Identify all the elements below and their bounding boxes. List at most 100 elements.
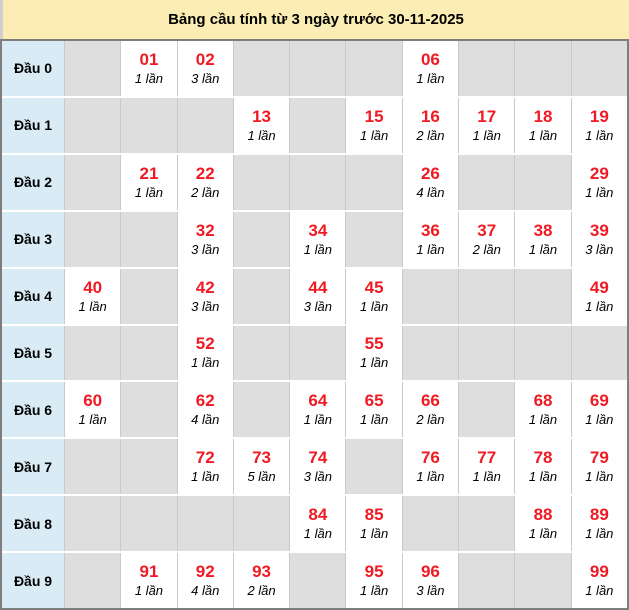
number-cell: 78 1 lần xyxy=(514,439,571,495)
number-cell: 55 1 lần xyxy=(345,325,402,381)
cell-count: 1 lần xyxy=(360,526,389,542)
number-cell: 89 1 lần xyxy=(570,496,627,552)
cell-number: 45 xyxy=(364,277,384,297)
cell-number: 76 xyxy=(420,448,440,468)
cell-number: 92 xyxy=(195,562,215,582)
cell-count: 1 lần xyxy=(303,526,332,542)
cell-number: 49 xyxy=(589,277,609,297)
cell-number: 66 xyxy=(420,391,440,411)
cell-number: 39 xyxy=(589,220,609,240)
number-cell: 37 2 lần xyxy=(458,211,515,267)
empty-cell xyxy=(458,41,515,96)
cell-count: 1 lần xyxy=(191,355,220,371)
cell-count: 3 lần xyxy=(191,70,220,86)
empty-cell xyxy=(232,41,290,96)
cell-number: 93 xyxy=(252,562,271,582)
number-cell: 22 2 lần xyxy=(176,154,233,210)
row-label: Đầu 8 xyxy=(2,496,64,552)
cell-count: 3 lần xyxy=(303,469,332,485)
empty-cell xyxy=(64,325,121,381)
empty-cell xyxy=(232,268,290,324)
empty-cell xyxy=(458,325,515,381)
table-row: Đầu 3 32 3 lần 34 1 lần 36 1 lần 37 2 lần 38 1 lần… xyxy=(2,209,627,267)
number-cell: 01 1 lần xyxy=(120,41,177,96)
empty-cell xyxy=(176,97,233,153)
empty-cell xyxy=(232,496,290,552)
cell-number: 84 xyxy=(308,505,328,525)
number-cell: 40 1 lần xyxy=(64,268,121,324)
cell-count: 1 lần xyxy=(528,127,558,143)
number-cell: 34 1 lần xyxy=(289,211,346,267)
number-cell: 06 1 lần xyxy=(401,41,459,96)
empty-cell xyxy=(64,97,121,153)
cell-number: 85 xyxy=(364,505,384,525)
cell-count: 1 lần xyxy=(78,298,107,314)
cell-count: 1 lần xyxy=(191,469,220,485)
empty-cell xyxy=(176,496,233,552)
number-cell: 77 1 lần xyxy=(458,439,515,495)
cell-count: 5 lần xyxy=(247,469,276,485)
cell-number: 18 xyxy=(533,106,553,126)
number-cell: 99 1 lần xyxy=(570,553,627,609)
cell-number: 32 xyxy=(195,220,215,240)
empty-cell xyxy=(232,211,290,267)
empty-cell xyxy=(120,97,177,153)
table-row: Đầu 9 91 1 lần 92 4 lần 93 2 lần 95 1 lần 96 3 lần… xyxy=(2,551,627,609)
cell-count: 1 lần xyxy=(585,583,614,599)
cell-count: 1 lần xyxy=(360,583,389,599)
cell-number: 68 xyxy=(533,391,553,411)
cell-count: 2 lần xyxy=(416,412,445,428)
cell-number: 95 xyxy=(364,562,384,582)
empty-cell xyxy=(458,382,515,438)
cell-count: 3 lần xyxy=(191,241,220,257)
number-cell: 36 1 lần xyxy=(401,211,459,267)
empty-cell xyxy=(458,553,515,609)
empty-cell xyxy=(514,553,571,609)
cell-number: 06 xyxy=(420,49,440,69)
cell-count: 1 lần xyxy=(528,412,558,428)
empty-cell xyxy=(64,41,121,96)
board: Đầu 0 01 1 lần 02 3 lần 06 1 lần Đầu 1 13 1 lần 15… xyxy=(0,39,629,610)
empty-cell xyxy=(345,41,402,96)
row-label: Đầu 4 xyxy=(2,268,64,324)
empty-cell xyxy=(458,154,515,210)
empty-cell xyxy=(289,154,346,210)
cell-number: 88 xyxy=(533,505,553,525)
cell-number: 77 xyxy=(477,448,497,468)
empty-cell xyxy=(345,154,402,210)
cell-number: 55 xyxy=(364,334,384,354)
cell-count: 1 lần xyxy=(585,184,614,200)
number-cell: 49 1 lần xyxy=(570,268,627,324)
number-cell: 95 1 lần xyxy=(345,553,402,609)
empty-cell xyxy=(458,268,515,324)
cell-number: 17 xyxy=(477,106,497,126)
cell-count: 1 lần xyxy=(360,298,389,314)
number-cell: 44 3 lần xyxy=(289,268,346,324)
table-row: Đầu 1 13 1 lần 15 1 lần 16 2 lần 17 1 lần 18 1 lần… xyxy=(2,95,627,153)
empty-cell xyxy=(232,154,290,210)
row-label: Đầu 2 xyxy=(2,154,64,210)
empty-cell xyxy=(120,268,177,324)
number-cell: 17 1 lần xyxy=(458,97,515,153)
cell-number: 65 xyxy=(364,391,384,411)
cell-count: 1 lần xyxy=(585,469,614,485)
number-cell: 42 3 lần xyxy=(176,268,233,324)
empty-cell xyxy=(401,496,459,552)
empty-cell xyxy=(64,496,121,552)
cell-number: 62 xyxy=(195,391,215,411)
cell-count: 1 lần xyxy=(360,127,389,143)
cell-count: 1 lần xyxy=(585,298,614,314)
number-cell: 02 3 lần xyxy=(176,41,233,96)
cell-count: 2 lần xyxy=(416,127,445,143)
empty-cell xyxy=(401,325,459,381)
empty-cell xyxy=(120,325,177,381)
cell-count: 1 lần xyxy=(247,127,276,143)
number-cell: 16 2 lần xyxy=(401,97,459,153)
cell-number: 26 xyxy=(420,163,440,183)
number-cell: 88 1 lần xyxy=(514,496,571,552)
number-cell: 45 1 lần xyxy=(345,268,402,324)
cell-number: 73 xyxy=(252,448,271,468)
empty-cell xyxy=(289,41,346,96)
cell-count: 2 lần xyxy=(247,583,276,599)
cell-number: 22 xyxy=(195,163,215,183)
